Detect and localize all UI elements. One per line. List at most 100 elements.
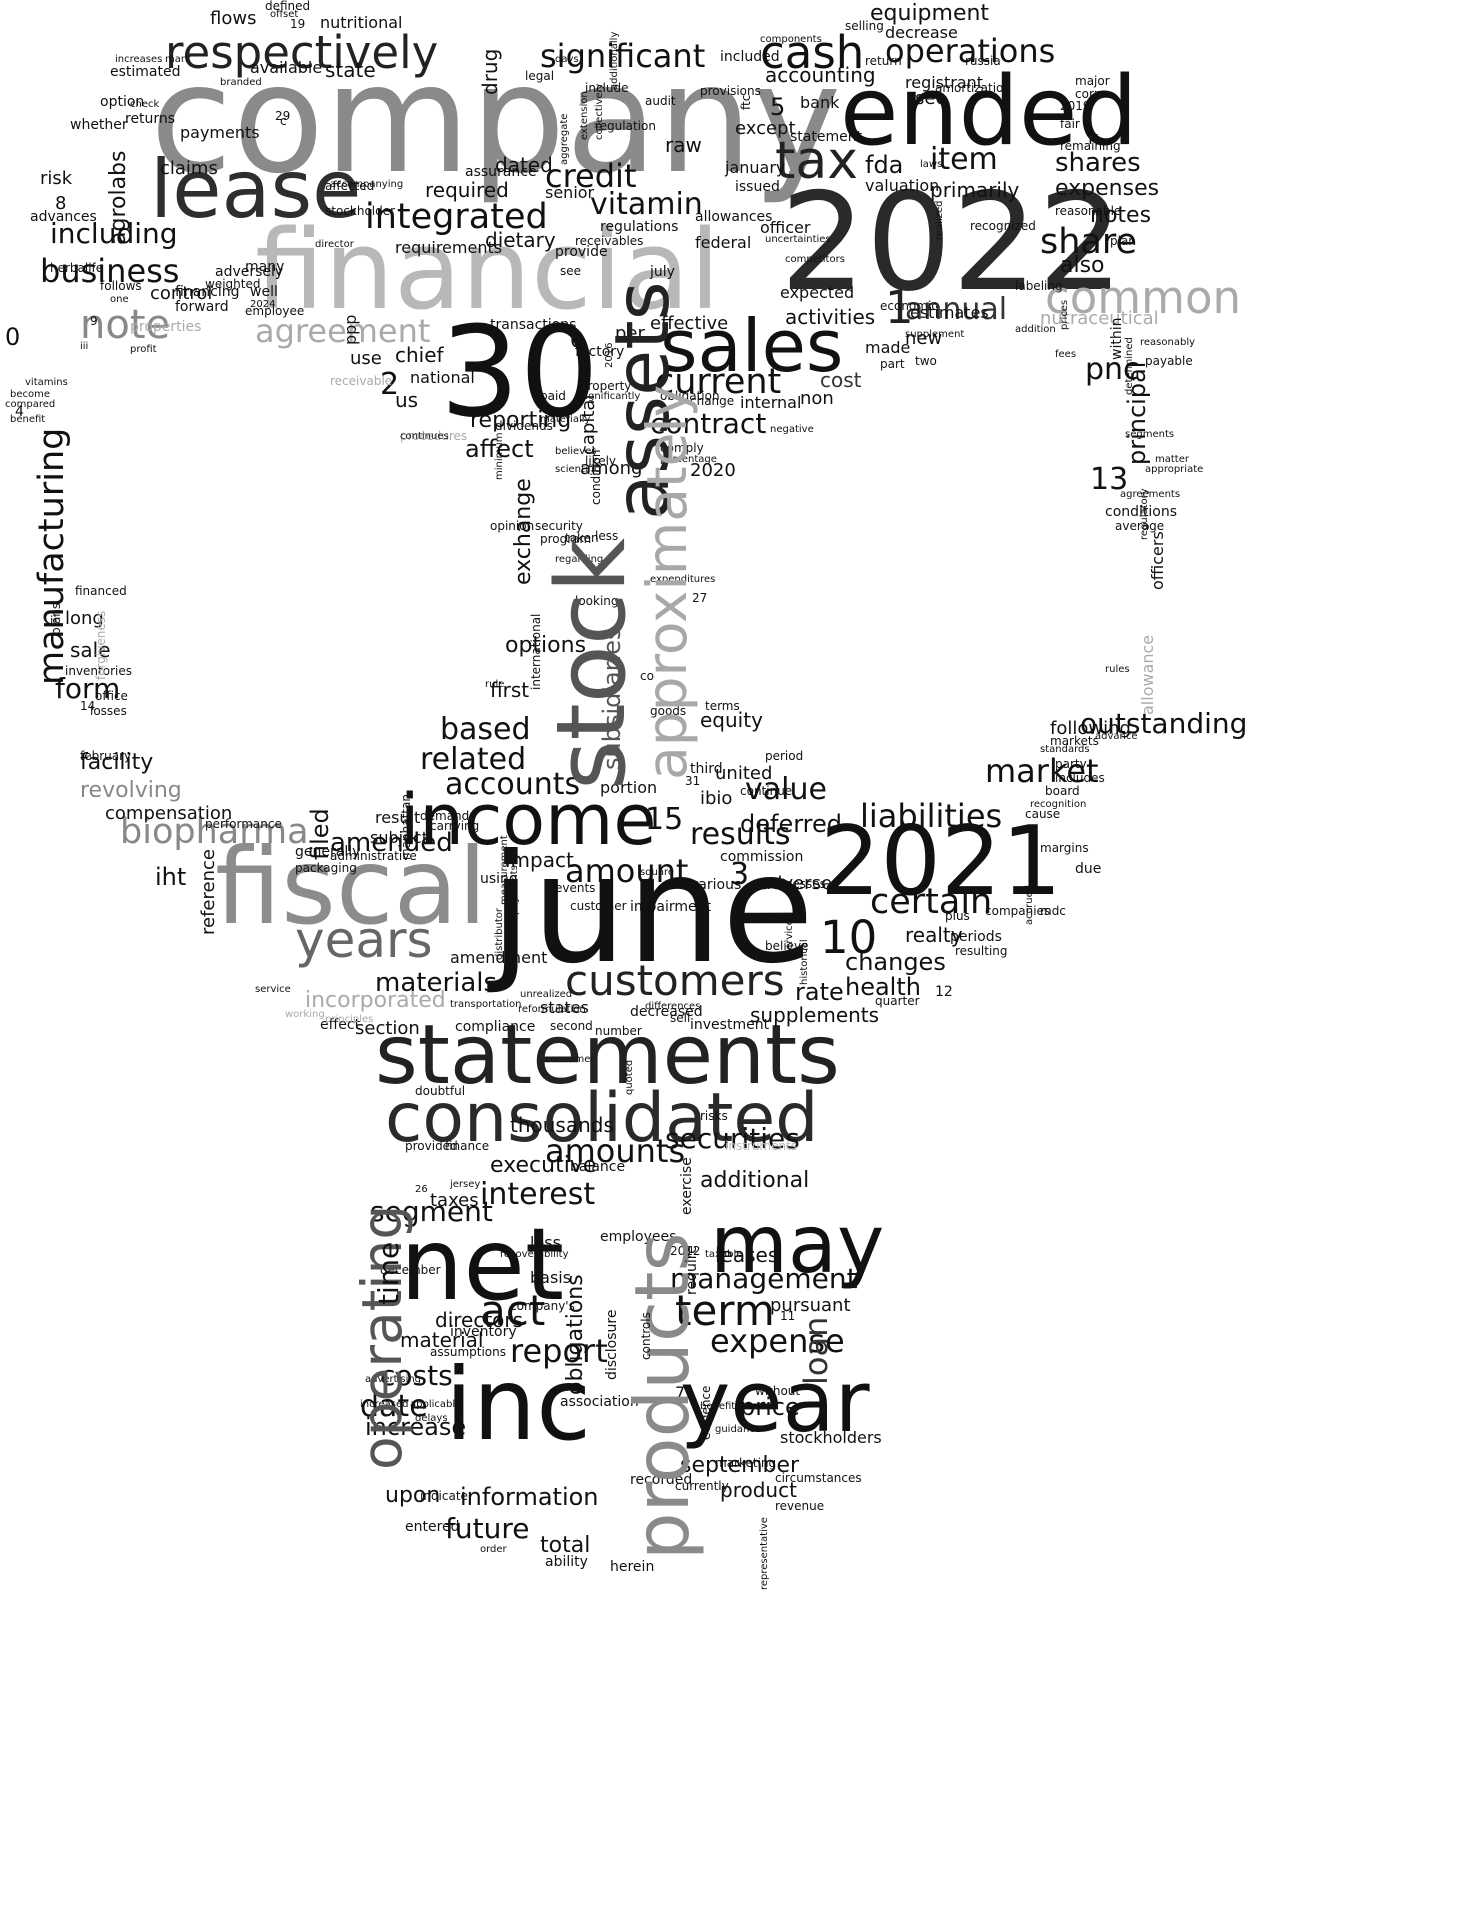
word-section: section [355,1018,420,1039]
word-nutraceutical: nutraceutical [1040,308,1159,329]
word-ibio: ibio [700,788,733,809]
word-management: management [670,1262,858,1295]
word-doubtful: doubtful [415,1084,466,1098]
word-leases: leases [715,1243,779,1267]
word-employees: employees [600,1229,677,1245]
word-significant: significant [540,37,706,75]
word-1: 1 [885,281,914,334]
word-results: results [690,817,791,852]
word-internal: internal [740,393,802,412]
word-inventory: inventory [450,1324,517,1340]
word-jersey: jersey [450,1179,481,1190]
word-payable: payable [1145,354,1193,368]
word-effect: effect [320,1017,361,1033]
word-19: 19 [290,17,306,31]
word-regulation: regulation [595,119,656,133]
word-total: total [540,1533,591,1558]
word-obligations: obligations [563,1274,588,1395]
word-components: components [760,34,822,45]
word-finance: finance [445,1139,490,1153]
word-among: among [580,458,643,479]
word-russia: russia [965,54,1001,68]
word-ftc: ftc [739,94,753,110]
word-september: september [680,1453,800,1478]
word-plans: plans [49,602,63,635]
word-11: 11 [780,1309,796,1323]
word-6: 6 [570,328,583,352]
word-recorded: recorded [630,1472,693,1488]
word-likely: likely [585,454,617,468]
word-change: change [690,394,735,408]
word-property: property [580,379,632,393]
word-average: average [1115,519,1165,533]
word-officers: officers [1148,531,1167,590]
word-sales: sales [660,304,844,388]
word-balance: balance [570,1159,626,1175]
word-7: 7 [675,1383,686,1402]
word-expense: expense [710,1322,845,1360]
word-dated: dated [495,153,553,177]
word-office: office [95,689,128,703]
word-impact: impact [505,848,574,872]
word-second: second [550,1019,593,1033]
word-january: january [725,158,786,177]
word-realty: realty [905,923,963,947]
word-carrying: carrying [430,819,480,833]
word-primarily: primarily [930,178,1020,202]
word-market: market [985,752,1099,790]
word-commission: commission [720,849,804,865]
word-lease: lease [150,143,362,236]
word-act: act [480,1286,546,1335]
word-herbalife: herbalife [50,261,104,275]
word-exercise: exercise [679,1157,695,1215]
word-paid: paid [540,389,566,403]
word-period: period [765,749,804,763]
word-many: many [245,259,285,275]
word-reporting: reporting [470,408,572,433]
word-follows: follows [100,279,142,293]
word-companies: companies [985,904,1051,918]
word-stockholders: stockholders [780,1428,882,1447]
word-party: party [1055,757,1087,771]
word-payments: payments [180,123,260,142]
word-bank: bank [800,93,840,112]
word-reformulation: reformulation [518,1004,586,1015]
word-product: product [720,1478,797,1502]
word-february: february [80,749,132,763]
word-cash: cash [760,26,865,79]
word-assurance: assurance [465,164,537,180]
word-accrued: accrued [1024,884,1035,925]
word-rules: rules [1105,664,1130,675]
word-resulting: resulting [955,944,1008,958]
word-amortization: amortization [935,81,1011,95]
word-believe: believe [765,939,809,953]
word-materially: materially [540,414,591,425]
word-executive: executive [490,1153,597,1178]
word-working: working [285,1009,325,1020]
word-upon: upon [385,1483,441,1508]
word-12: 12 [935,984,953,1000]
word-made: made [865,338,911,357]
word-check: check [130,99,160,110]
word-respectively: respectively [165,26,439,79]
word-third: third [690,761,723,777]
word-financed: financed [75,584,127,598]
word-supplements: supplements [750,1003,880,1027]
word-repayments: repayments [509,865,520,925]
word-federal: federal [695,233,752,252]
word-additionally: additionally [609,31,620,90]
word-businesses: businesses [760,877,826,891]
word-returns: returns [125,111,176,127]
word-10: 10 [820,911,878,964]
word-registrant: registrant [905,73,984,92]
word-exchange: exchange [511,478,536,585]
word-receivable: receivable [330,374,393,388]
word-c: c [280,114,287,128]
word-recoverability: recoverability [500,1249,569,1260]
word-2022: 2022 [780,164,1124,321]
word-nutritional: nutritional [320,13,403,32]
word-fair: fair [1060,117,1080,131]
word-sec: sec [915,88,946,109]
word-compensation: compensation [105,803,233,824]
word-without: without [755,1384,801,1398]
